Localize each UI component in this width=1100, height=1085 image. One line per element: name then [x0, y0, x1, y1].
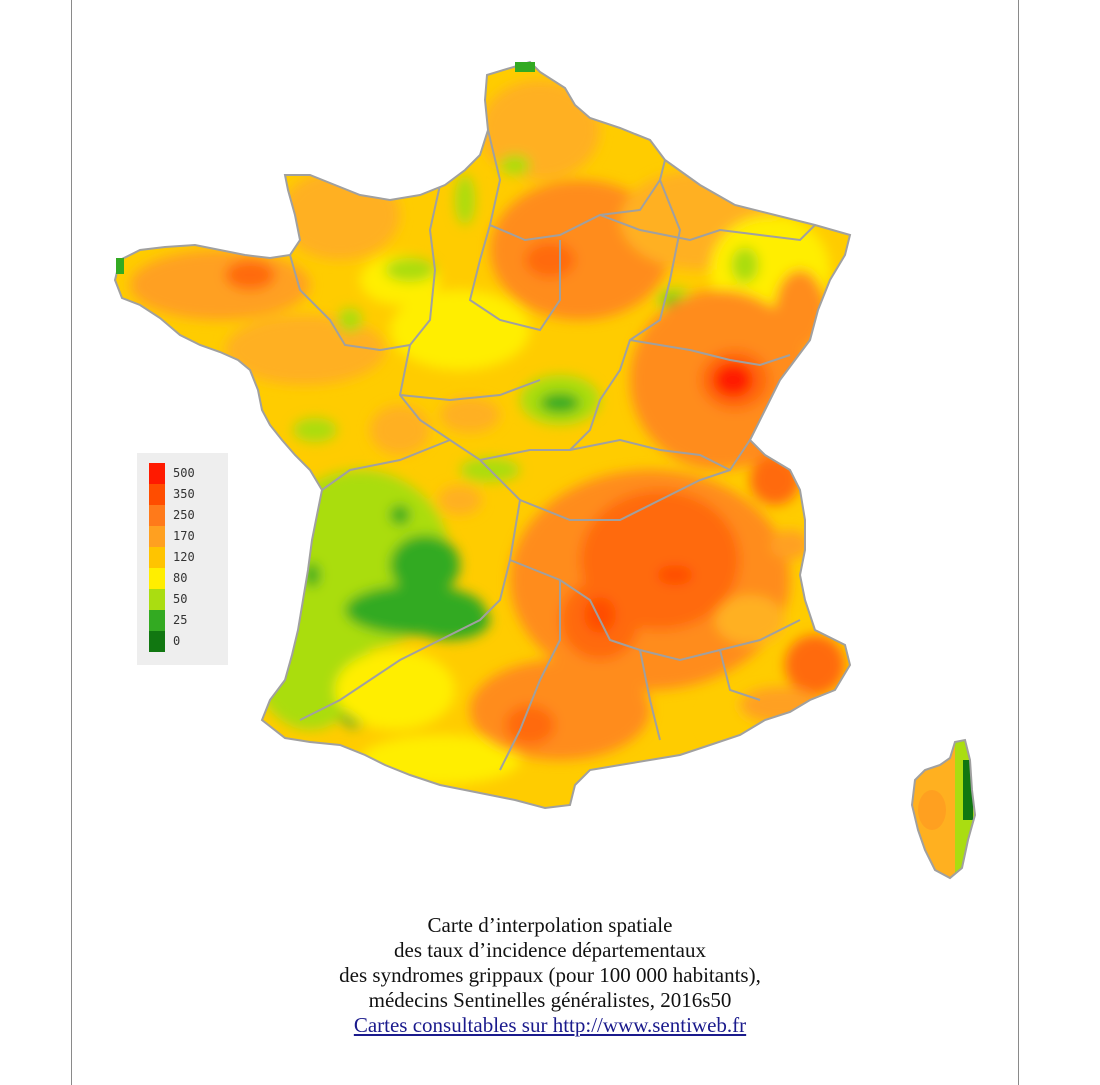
north-coast-accent: [515, 62, 535, 72]
color-legend: 500 350 250 170 120 80 50 25 0: [137, 453, 228, 665]
legend-swatch: [149, 610, 165, 631]
legend-item: 120: [149, 547, 224, 568]
legend-label: 170: [173, 529, 195, 543]
legend-label: 500: [173, 466, 195, 480]
caption-line-1: Carte d’interpolation spatiale: [427, 913, 673, 937]
west-tip-accent: [116, 258, 124, 274]
france-incidence-map: [114, 61, 976, 879]
legend-label: 0: [173, 634, 181, 648]
sentiweb-link[interactable]: Cartes consultables sur http://www.senti…: [353, 1013, 747, 1037]
legend-swatch: [149, 589, 165, 610]
region-borders: [289, 129, 816, 771]
legend-label: 80: [173, 571, 188, 585]
legend-item: 80: [149, 568, 224, 589]
legend-item: 50: [149, 589, 224, 610]
legend-item: 170: [149, 526, 224, 547]
legend-swatch: [149, 526, 165, 547]
legend-swatch: [149, 484, 165, 505]
page-border-left: [71, 0, 72, 1085]
legend-label: 50: [173, 592, 188, 606]
legend-label: 120: [173, 550, 195, 564]
legend-swatch: [149, 547, 165, 568]
legend-swatch: [149, 568, 165, 589]
legend-item: 250: [149, 505, 224, 526]
mainland-incidence-layer: [115, 62, 850, 808]
legend-label: 250: [173, 508, 195, 522]
legend-swatch: [149, 505, 165, 526]
legend-item: 350: [149, 484, 224, 505]
legend-label: 350: [173, 487, 195, 501]
caption-line-3: des syndromes grippaux (pour 100 000 hab…: [339, 963, 761, 987]
page-border-right: [1018, 0, 1019, 1085]
caption-line-4: médecins Sentinelles généralistes, 2016s…: [368, 988, 732, 1012]
legend-swatch: [149, 631, 165, 652]
legend-item: 0: [149, 631, 224, 652]
caption-line-2: des taux d’incidence départementaux: [394, 938, 706, 962]
legend-swatch: [149, 463, 165, 484]
legend-item: 25: [149, 610, 224, 631]
legend-item: 500: [149, 463, 224, 484]
legend-label: 25: [173, 613, 188, 627]
map-caption: Carte d’interpolation spatiale des taux …: [0, 913, 1100, 1038]
